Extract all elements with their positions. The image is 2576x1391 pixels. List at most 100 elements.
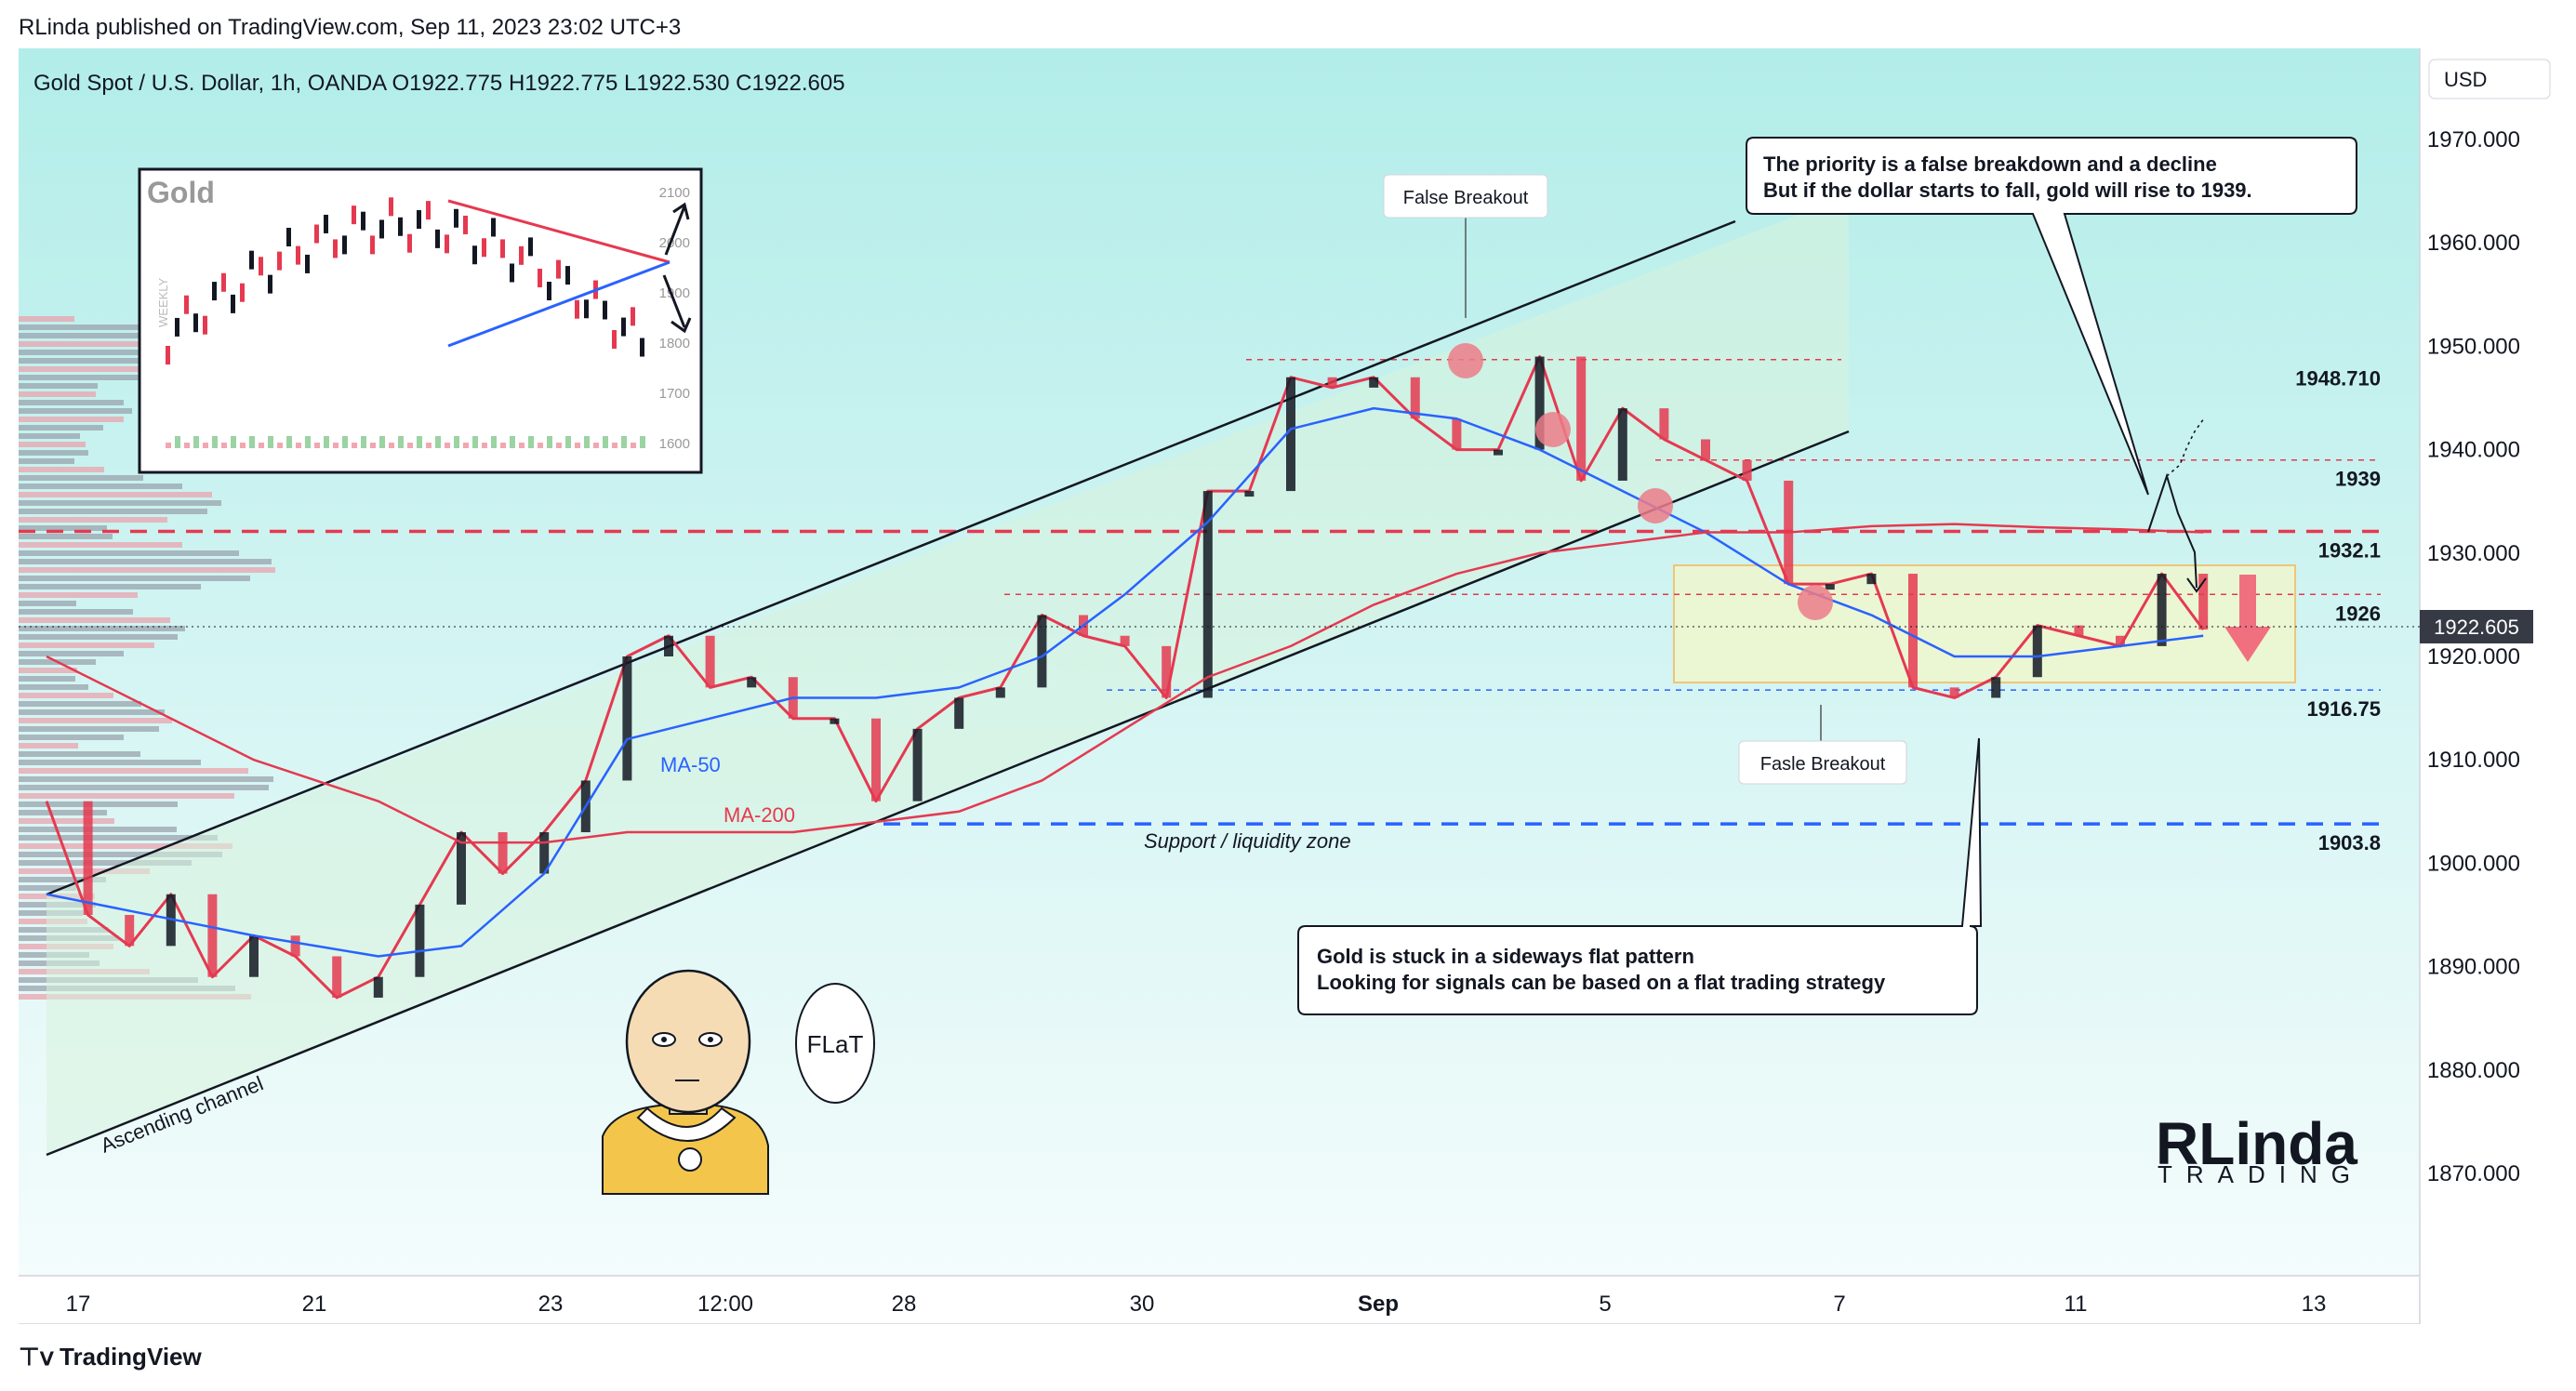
volume-profile-bar <box>19 325 148 330</box>
inset-volume-bar <box>426 443 432 448</box>
inset-volume-bar <box>324 436 329 448</box>
level-label: 1926 <box>2335 602 2381 625</box>
candle <box>1866 574 1877 585</box>
candle <box>1037 615 1047 688</box>
inset-volume-bar <box>491 436 497 448</box>
y-tick-label: 1910.000 <box>2427 748 2520 773</box>
volume-profile-bar <box>19 676 75 682</box>
inset-candle <box>389 197 393 217</box>
volume-profile-bar <box>19 534 113 539</box>
inset-candle <box>314 224 319 244</box>
inset-candle <box>510 263 514 283</box>
inset-candle <box>398 217 403 236</box>
inset-volume-bar <box>389 443 394 448</box>
tv-logo-icon: ⊤𝗏 <box>19 1343 55 1371</box>
volume-profile-bar <box>19 584 201 590</box>
inset-volume-bar <box>370 443 376 448</box>
currency-button-label: USD <box>2444 68 2487 91</box>
inset-candle <box>445 234 449 254</box>
candle <box>415 904 425 977</box>
x-tick-label: 13 <box>2302 1292 2327 1317</box>
currency-button[interactable] <box>2428 59 2551 99</box>
inset-candle <box>575 299 579 319</box>
inset-candle <box>519 245 524 265</box>
volume-profile-bar <box>19 576 250 581</box>
inset-volume-bar <box>417 436 422 448</box>
candle <box>1701 439 1710 460</box>
candle <box>1991 677 2001 698</box>
inset-volume-bar <box>565 436 571 448</box>
false-breakout-bottom-box <box>1738 740 1907 785</box>
volume-profile-bar <box>19 433 80 439</box>
chart-area[interactable]: 1948.710 1939 1932.1 1926 1916.75 1903.8 MA-5… <box>19 48 2562 1325</box>
inset-volume-bar <box>435 436 441 448</box>
inset-candle <box>407 233 412 253</box>
false-breakout-top-box <box>1383 174 1548 219</box>
inset-candle <box>249 250 254 270</box>
candle <box>373 976 383 998</box>
volume-profile-bar <box>19 492 212 497</box>
x-tick-label: 21 <box>302 1292 327 1317</box>
series-ma-50 <box>46 406 2204 958</box>
published-line: RLinda published on TradingView.com, Sep… <box>19 15 682 40</box>
inset-volume-bar <box>166 443 171 448</box>
candle <box>1659 408 1669 440</box>
volume-profile-bar <box>19 626 185 631</box>
volume-profile-bar <box>19 743 78 748</box>
inset-title: Gold <box>147 176 215 209</box>
volume-profile-bar <box>19 651 124 656</box>
inset-volume-bar <box>333 443 339 448</box>
x-tick-label: 5 <box>1599 1292 1611 1317</box>
candle <box>705 635 715 688</box>
volume-profile-bar <box>19 768 248 774</box>
volume-profile-bar <box>19 475 143 481</box>
inset-candle <box>240 283 245 302</box>
inset-candle <box>342 235 347 255</box>
projection-arrowhead <box>2186 577 2207 593</box>
candle <box>539 832 550 874</box>
candle <box>830 718 840 724</box>
inset-candle <box>268 274 272 294</box>
inset-volume-bar <box>575 443 580 448</box>
inset-candle <box>352 205 356 225</box>
volume-profile-bar <box>19 500 221 506</box>
inset-volume-bar <box>352 443 357 448</box>
x-tick-label: 28 <box>892 1292 917 1317</box>
false-breakout-top-label: False Breakout <box>1403 188 1529 208</box>
volume-profile-bar <box>19 542 182 548</box>
inset-volume-bar <box>519 443 524 448</box>
y-tick-label: 1960.000 <box>2427 231 2520 256</box>
breakout-marker <box>1798 585 1833 620</box>
volume-profile-bar <box>19 341 247 347</box>
volume-profile-bar <box>19 852 222 857</box>
rlinda-logo-sub: TRADING <box>2158 1160 2364 1188</box>
candle <box>1617 408 1627 481</box>
tradingview-logo[interactable]: ⊤𝗏 TradingView <box>19 1343 202 1371</box>
volume-profile-bar <box>19 550 239 556</box>
inset-candle <box>584 299 589 319</box>
volume-profile-bar <box>19 810 107 815</box>
tv-brand-text: TradingView <box>60 1343 202 1371</box>
inset-candle <box>631 307 635 326</box>
inset-volume-bar <box>184 443 190 448</box>
y-tick-label: 1940.000 <box>2427 438 2520 463</box>
inset-candle <box>333 239 338 258</box>
inset-tick-label: 1900 <box>659 285 690 301</box>
candle <box>1494 449 1503 456</box>
inset-candle <box>175 317 179 337</box>
volume-profile-bar <box>19 442 86 447</box>
volume-profile-bar <box>19 425 103 431</box>
volume-profile-bar <box>19 735 124 740</box>
volume-profile-bar <box>19 668 77 673</box>
last-price-label: 1922.605 <box>2434 616 2519 639</box>
breakout-marker <box>1535 412 1571 447</box>
inset-volume-bar <box>240 443 246 448</box>
candle <box>954 697 964 729</box>
candle <box>1908 574 1918 688</box>
x-axis-ticks: 17 21 23 12:00 28 30 Sep 5 7 11 13 <box>66 1292 2327 1317</box>
inset-volume-bar <box>249 436 255 448</box>
volume-profile-bar <box>19 601 76 606</box>
inset-candle <box>370 235 375 255</box>
candle <box>2032 625 2042 678</box>
down-arrow-icon <box>2224 575 2271 662</box>
